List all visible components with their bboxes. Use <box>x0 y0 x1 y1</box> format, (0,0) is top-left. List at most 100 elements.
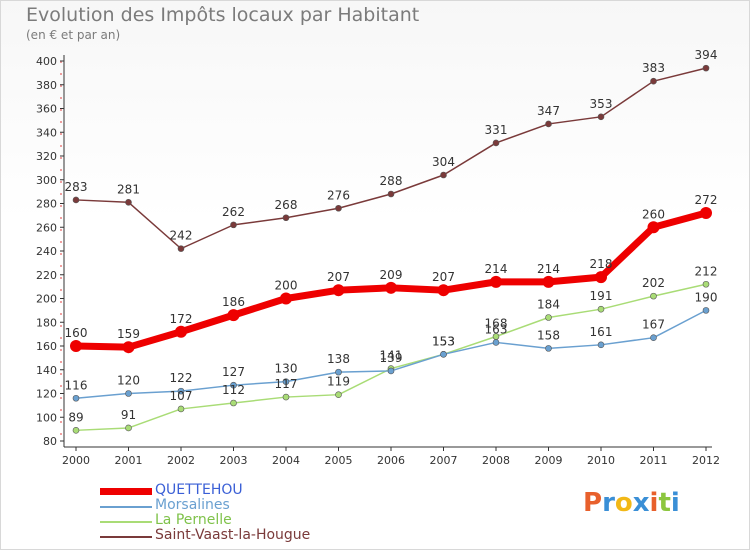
legend-label: Morsalines <box>155 497 230 513</box>
y-tick-label: 200 <box>36 293 57 306</box>
data-point <box>70 340 82 352</box>
data-point <box>492 139 500 147</box>
data-label: 112 <box>222 383 245 397</box>
legend-label: QUETTEHOU <box>155 482 243 498</box>
data-label: 130 <box>275 362 298 376</box>
data-point <box>597 341 605 349</box>
data-point <box>230 399 237 407</box>
data-point <box>177 245 185 252</box>
data-label: 331 <box>485 123 508 137</box>
data-label: 122 <box>170 371 193 385</box>
data-point <box>280 292 292 305</box>
data-point <box>650 334 657 341</box>
data-label: 163 <box>485 322 508 336</box>
y-tick-label: 80 <box>43 435 57 448</box>
data-point <box>492 339 500 346</box>
data-label: 202 <box>642 276 665 290</box>
y-tick-label: 280 <box>36 198 57 211</box>
logo-letter: i <box>670 488 680 518</box>
data-label: 242 <box>170 229 193 243</box>
x-tick-label: 2009 <box>535 454 563 467</box>
data-point <box>387 367 395 375</box>
x-tick-label: 2005 <box>325 454 353 467</box>
data-label: 141 <box>380 349 403 363</box>
y-tick-label: 400 <box>36 55 57 68</box>
data-label: 207 <box>432 270 455 284</box>
data-point <box>702 280 710 288</box>
data-point <box>440 351 447 358</box>
data-label: 268 <box>275 198 298 212</box>
data-point <box>387 190 395 198</box>
logo-letter: t <box>658 488 671 518</box>
y-tick-label: 140 <box>36 364 57 377</box>
data-label: 127 <box>222 365 245 379</box>
data-label: 172 <box>170 312 193 326</box>
y-tick-label: 340 <box>36 126 57 139</box>
data-point <box>335 368 342 376</box>
chart-title: Evolution des Impôts locaux par Habitant <box>26 4 420 26</box>
x-tick-label: 2000 <box>62 454 90 467</box>
data-point <box>332 284 345 297</box>
data-label: 184 <box>537 298 560 312</box>
data-point <box>545 120 552 128</box>
chart-subtitle: (en € et par an) <box>26 28 121 42</box>
data-point <box>545 314 552 321</box>
data-point <box>597 113 605 121</box>
data-point <box>385 281 397 294</box>
data-label: 200 <box>275 279 298 293</box>
data-label: 347 <box>537 104 560 118</box>
proxiti-logo: Proxiti <box>583 488 680 518</box>
data-label: 186 <box>222 295 245 309</box>
y-tick-label: 120 <box>36 388 57 401</box>
data-label: 281 <box>117 182 140 196</box>
data-point <box>702 307 710 314</box>
data-point <box>230 221 237 229</box>
data-label: 161 <box>590 325 613 339</box>
y-tick-label: 100 <box>36 411 57 424</box>
x-tick-label: 2006 <box>377 454 405 467</box>
data-point <box>437 284 450 297</box>
data-point <box>545 345 552 352</box>
data-label: 304 <box>432 155 455 169</box>
chart-axes: 80 100 120 140 160 180 200 220 240 260 280 300 320 34… <box>36 55 720 467</box>
x-tick-label: 2002 <box>167 454 195 467</box>
data-label: 153 <box>432 334 455 348</box>
data-point <box>542 275 555 288</box>
legend-swatch <box>100 536 152 538</box>
x-tick-label: 2011 <box>640 454 668 467</box>
data-label: 138 <box>327 352 350 366</box>
data-point <box>650 292 657 300</box>
data-label: 91 <box>121 408 136 422</box>
data-point <box>177 387 185 395</box>
y-tick-label: 240 <box>36 245 57 258</box>
data-point <box>125 424 132 432</box>
data-label: 168 <box>485 317 508 331</box>
x-tick-label: 2001 <box>115 454 143 467</box>
legend-label: Saint-Vaast-la-Hougue <box>155 527 311 543</box>
y-tick-label: 360 <box>36 103 57 116</box>
y-tick-label: 300 <box>36 174 57 187</box>
data-label: 383 <box>642 61 665 75</box>
data-label: 214 <box>537 262 560 276</box>
data-label: 159 <box>117 327 140 341</box>
data-label: 262 <box>222 205 245 219</box>
legend-swatch <box>100 506 152 508</box>
data-point <box>700 207 712 219</box>
data-label: 190 <box>695 290 718 304</box>
data-label: 158 <box>537 328 560 342</box>
data-label: 260 <box>642 207 665 221</box>
x-tick-label: 2003 <box>220 454 248 467</box>
data-label: 394 <box>695 48 718 62</box>
data-point <box>440 171 447 179</box>
data-label: 119 <box>327 375 350 389</box>
y-tick-label: 380 <box>36 79 57 92</box>
x-tick-label: 2004 <box>272 454 300 467</box>
data-label: 283 <box>65 180 88 194</box>
data-label: 207 <box>327 270 350 284</box>
data-point <box>647 221 660 234</box>
data-label: 117 <box>275 377 298 391</box>
data-label: 160 <box>65 326 88 340</box>
data-point <box>597 305 605 313</box>
